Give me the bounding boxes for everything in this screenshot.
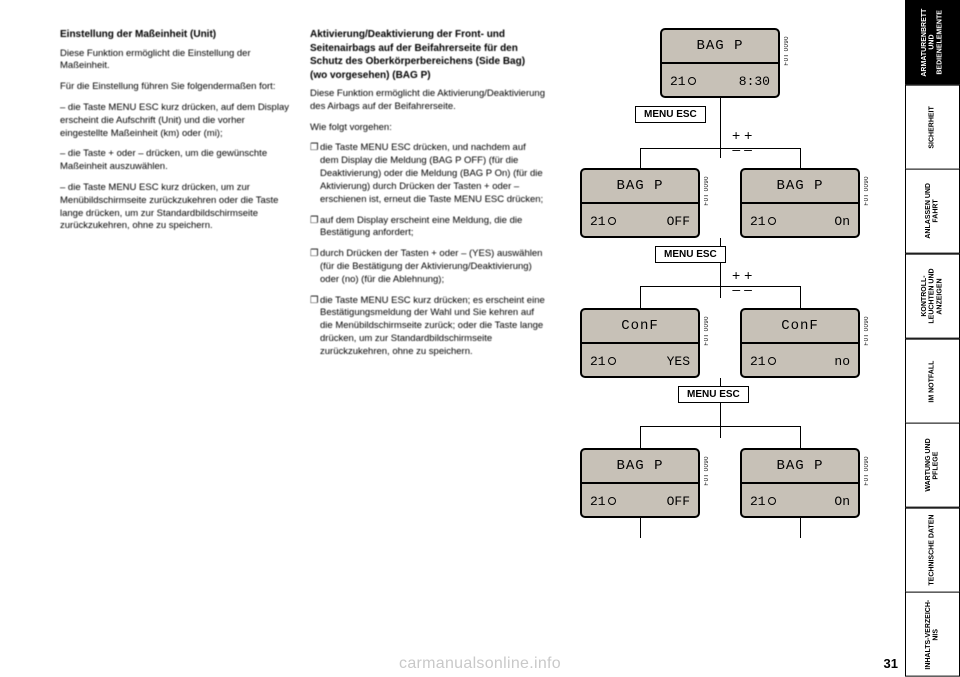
connector-line	[640, 148, 641, 168]
tab-anlassen[interactable]: ANLASSEN UND FAHRT	[905, 169, 960, 254]
display-screen-result-on: BAG P 21 On	[740, 448, 860, 518]
paragraph: – die Taste + oder – drücken, um die gew…	[60, 148, 295, 174]
tab-technische[interactable]: TECHNISCHE DATEN	[905, 508, 960, 593]
tab-inhalt[interactable]: INHALTS-VERZEICH-NIS	[905, 592, 960, 677]
screen-temp: 21	[750, 494, 776, 509]
display-screen-conf-yes: ConF 21 YES	[580, 308, 700, 378]
connector-line	[640, 148, 800, 149]
screen-top-line: BAG P	[582, 170, 698, 204]
menu-esc-label: MENU ESC	[635, 106, 706, 123]
list-item: die Taste MENU ESC kurz drücken; es ersc…	[310, 295, 545, 359]
connector-line	[800, 148, 801, 168]
display-screen-result-off: BAG P 21 OFF	[580, 448, 700, 518]
screen-temp: 21	[750, 354, 776, 369]
page-number: 31	[884, 656, 898, 671]
connector-line	[640, 426, 641, 448]
connector-line	[640, 286, 641, 308]
tab-sicherheit[interactable]: SICHERHEIT	[905, 85, 960, 170]
figure-code-label: F0T 0090	[704, 456, 710, 486]
figure-code-label: F0T 0090	[864, 456, 870, 486]
screen-temp: 21	[590, 214, 616, 229]
connector-line	[720, 98, 721, 158]
list-item: die Taste MENU ESC drücken, und nachdem …	[310, 142, 545, 206]
screen-value: On	[834, 214, 850, 229]
unit-heading: Einstellung der Maßeinheit (Unit)	[60, 28, 295, 42]
paragraph: – die Taste MENU ESC kurz drücken, um zu…	[60, 182, 295, 233]
mid-text-column: Aktivierung/Deaktivierung der Front- und…	[310, 28, 560, 648]
display-screen-off: BAG P 21 OFF	[580, 168, 700, 238]
plus-minus-icon: + +– –	[732, 268, 752, 296]
connector-line	[800, 426, 801, 448]
figure-code-label: F0T 0090	[704, 316, 710, 346]
screen-top-line: BAG P	[742, 450, 858, 484]
tab-kontrollleuchten[interactable]: KONTROLL-LEUCHTEN UND ANZEIGEN	[905, 254, 960, 339]
connector-line	[800, 518, 801, 538]
screen-top-line: ConF	[742, 310, 858, 344]
list-item: auf dem Display erscheint eine Meldung, …	[310, 215, 545, 241]
screen-temp: 21	[670, 74, 696, 89]
screen-value: OFF	[667, 494, 690, 509]
screen-value: no	[834, 354, 850, 369]
menu-esc-label: MENU ESC	[655, 246, 726, 263]
list-item: durch Drücken der Tasten + oder – (YES) …	[310, 248, 545, 286]
screen-temp: 21	[590, 354, 616, 369]
screen-temp: 21	[590, 494, 616, 509]
paragraph: Wie folgt vorgehen:	[310, 122, 545, 135]
flow-diagram: BAG P 21 8:30 F0T 0090 MENU ESC + +– – B…	[560, 28, 890, 648]
figure-code-label: F0T 0090	[784, 36, 790, 66]
screen-value: OFF	[667, 214, 690, 229]
paragraph: Diese Funktion ermöglicht die Einstellun…	[60, 48, 295, 74]
connector-line	[640, 518, 641, 538]
connector-line	[640, 286, 800, 287]
watermark-text: carmanualsonline.info	[399, 655, 561, 673]
display-screen-on: BAG P 21 On	[740, 168, 860, 238]
bagp-heading: Aktivierung/Deaktivierung der Front- und…	[310, 28, 545, 82]
figure-code-label: F0T 0090	[864, 316, 870, 346]
menu-esc-label: MENU ESC	[678, 386, 749, 403]
screen-value: On	[834, 494, 850, 509]
left-text-column: Einstellung der Maßeinheit (Unit) Diese …	[60, 28, 310, 648]
screen-value: YES	[667, 354, 690, 369]
screen-top-line: BAG P	[662, 30, 778, 64]
tab-armaturenbrett[interactable]: ARMATURENBRETT UND BEDIENELEMENTE	[905, 0, 960, 85]
tab-wartung[interactable]: WARTUNG UND PFLEGE	[905, 423, 960, 508]
figure-code-label: F0T 0090	[864, 176, 870, 206]
screen-time: 8:30	[739, 74, 770, 89]
plus-minus-icon: + +– –	[732, 128, 752, 156]
connector-line	[640, 426, 800, 427]
paragraph: – die Taste MENU ESC kurz drücken, auf d…	[60, 102, 295, 140]
connector-line	[800, 286, 801, 308]
tab-notfall[interactable]: IM NOTFALL	[905, 339, 960, 424]
display-screen-initial: BAG P 21 8:30	[660, 28, 780, 98]
section-tabs: ARMATURENBRETT UND BEDIENELEMENTE SICHER…	[905, 0, 960, 677]
screen-top-line: ConF	[582, 310, 698, 344]
paragraph: Diese Funktion ermöglicht die Aktivierun…	[310, 88, 545, 114]
display-screen-conf-no: ConF 21 no	[740, 308, 860, 378]
screen-top-line: BAG P	[742, 170, 858, 204]
figure-code-label: F0T 0090	[704, 176, 710, 206]
screen-top-line: BAG P	[582, 450, 698, 484]
paragraph: Für die Einstellung führen Sie folgender…	[60, 81, 295, 94]
screen-temp: 21	[750, 214, 776, 229]
